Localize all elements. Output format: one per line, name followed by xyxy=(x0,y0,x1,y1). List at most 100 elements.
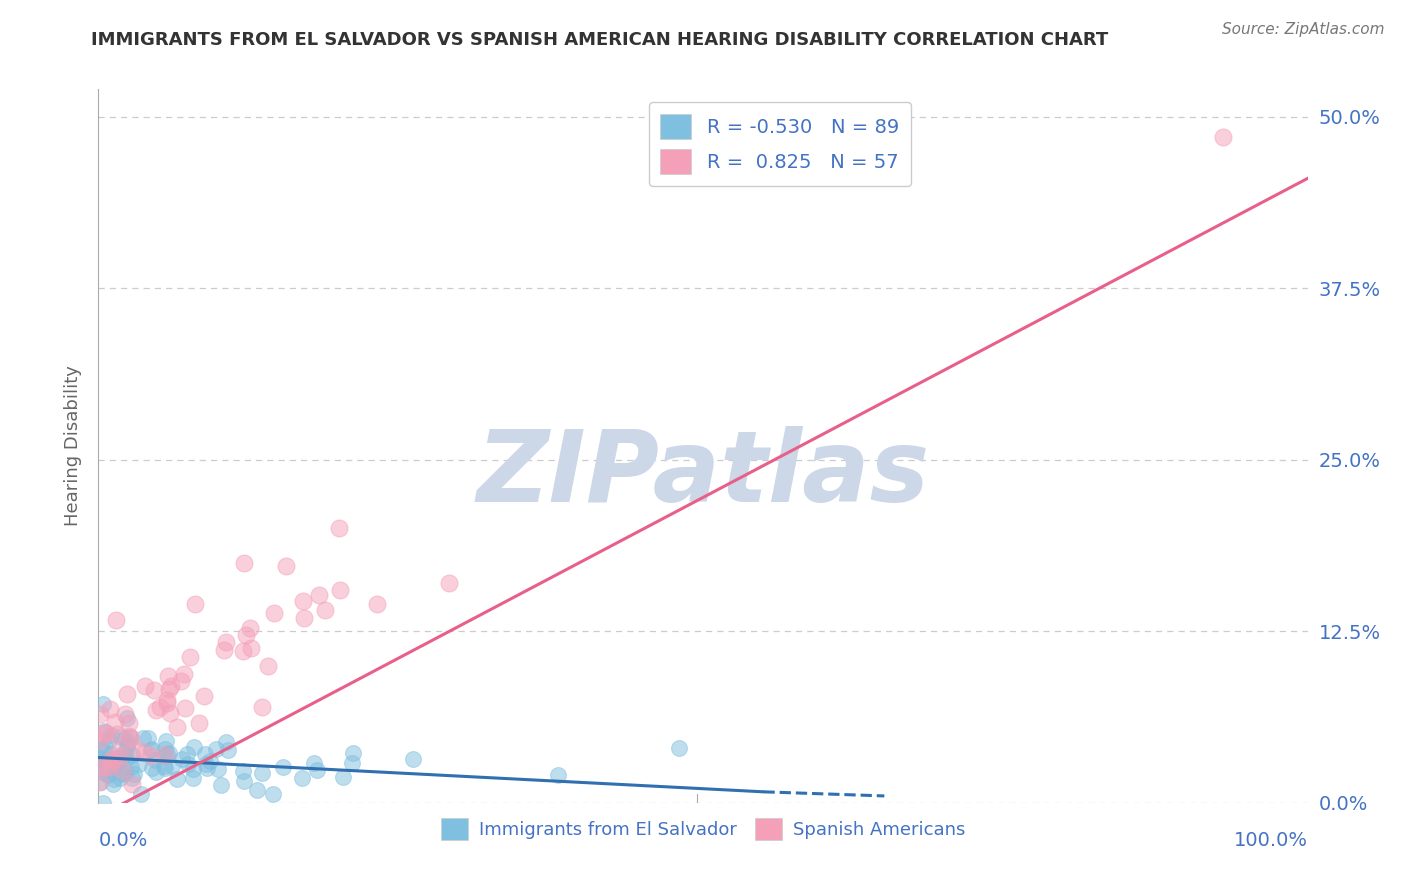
Point xyxy=(342,746,364,760)
Point xyxy=(115,711,138,725)
Text: Source: ZipAtlas.com: Source: ZipAtlas.com xyxy=(1222,22,1385,37)
Point xyxy=(120,760,142,774)
Point xyxy=(173,700,195,714)
Point xyxy=(89,774,111,789)
Point xyxy=(134,679,156,693)
Point xyxy=(179,649,201,664)
Point xyxy=(205,742,228,756)
Point xyxy=(103,772,125,786)
Point xyxy=(217,743,239,757)
Point xyxy=(114,731,136,745)
Point xyxy=(93,724,115,739)
Point xyxy=(101,761,124,775)
Point xyxy=(117,736,139,750)
Point xyxy=(207,762,229,776)
Point xyxy=(93,755,115,769)
Point xyxy=(111,767,134,781)
Point xyxy=(121,776,143,790)
Point xyxy=(122,766,145,780)
Point xyxy=(329,583,352,598)
Point xyxy=(668,740,690,755)
Point xyxy=(110,749,132,764)
Point xyxy=(166,772,188,786)
Point xyxy=(181,771,204,785)
Point xyxy=(121,748,143,763)
Point xyxy=(105,727,128,741)
Point xyxy=(136,731,159,745)
Legend: Immigrants from El Salvador, Spanish Americans: Immigrants from El Salvador, Spanish Ame… xyxy=(433,811,973,847)
Point xyxy=(291,771,314,785)
Point xyxy=(121,771,143,785)
Point xyxy=(124,741,146,756)
Point xyxy=(90,752,112,766)
Point xyxy=(94,725,117,739)
Point xyxy=(114,751,136,765)
Point xyxy=(100,747,122,761)
Point xyxy=(366,597,388,611)
Point xyxy=(141,749,163,764)
Point xyxy=(157,668,180,682)
Point xyxy=(101,757,124,772)
Point xyxy=(91,796,114,810)
Point xyxy=(114,766,136,780)
Point xyxy=(108,771,131,785)
Point xyxy=(157,681,180,696)
Point xyxy=(89,775,111,789)
Point xyxy=(131,731,153,746)
Point xyxy=(132,745,155,759)
Point xyxy=(149,700,172,714)
Point xyxy=(170,752,193,766)
Point xyxy=(402,752,425,766)
Point xyxy=(173,667,195,681)
Point xyxy=(114,746,136,760)
Point xyxy=(170,673,193,688)
Point xyxy=(90,764,112,779)
Point xyxy=(93,725,115,739)
Point xyxy=(120,731,142,745)
Point xyxy=(263,606,285,620)
Point xyxy=(239,641,262,656)
Point xyxy=(437,576,460,591)
Point xyxy=(166,720,188,734)
Point xyxy=(115,687,138,701)
Point xyxy=(177,756,200,771)
Point xyxy=(308,588,330,602)
Point xyxy=(94,739,117,754)
Point xyxy=(94,760,117,774)
Point xyxy=(209,778,232,792)
Point xyxy=(256,658,278,673)
Point xyxy=(103,752,125,766)
Point xyxy=(160,758,183,772)
Point xyxy=(94,755,117,769)
Point xyxy=(90,758,112,772)
Point xyxy=(118,729,141,743)
Point xyxy=(89,741,111,756)
Point xyxy=(239,621,262,635)
Point xyxy=(129,787,152,801)
Point xyxy=(157,746,180,760)
Point xyxy=(155,734,177,748)
Point xyxy=(193,690,215,704)
Point xyxy=(141,742,163,756)
Point xyxy=(139,743,162,757)
Point xyxy=(194,747,217,761)
Point xyxy=(262,788,284,802)
Point xyxy=(250,766,273,780)
Point xyxy=(160,679,183,693)
Point xyxy=(232,644,254,658)
Point xyxy=(194,756,217,771)
Point xyxy=(314,603,336,617)
Point xyxy=(145,765,167,780)
Point xyxy=(215,734,238,748)
Point xyxy=(153,762,176,776)
Point xyxy=(128,757,150,772)
Point xyxy=(112,760,135,774)
Point xyxy=(98,733,121,747)
Point xyxy=(305,763,328,777)
Point xyxy=(153,741,176,756)
Point xyxy=(89,707,111,722)
Text: 100.0%: 100.0% xyxy=(1233,831,1308,850)
Point xyxy=(302,756,325,770)
Point xyxy=(273,760,295,774)
Point xyxy=(152,759,174,773)
